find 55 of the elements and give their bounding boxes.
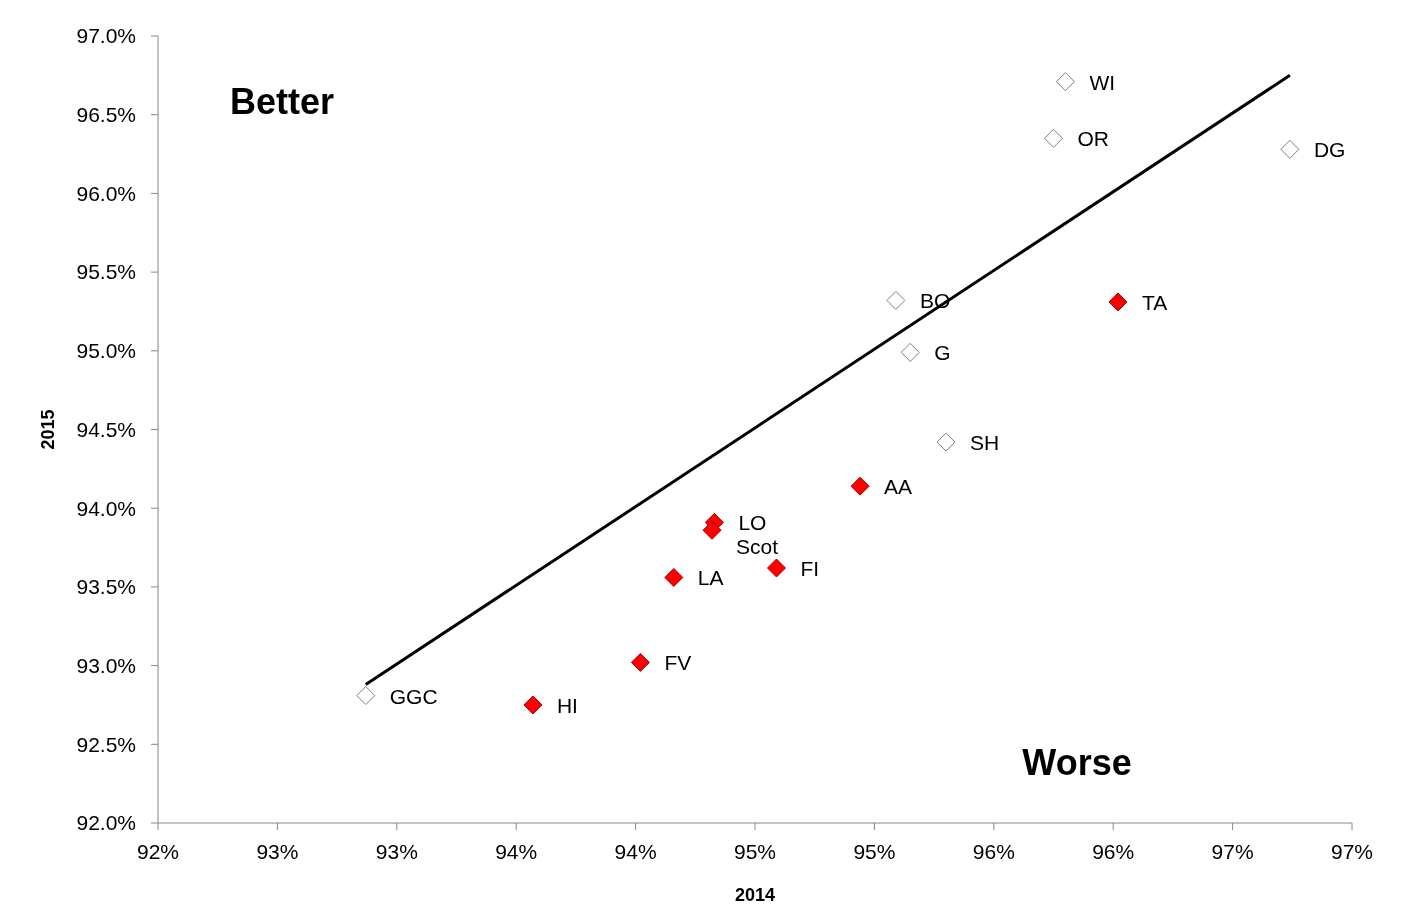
annotation: DG [1313, 138, 1346, 162]
point [1055, 72, 1075, 92]
annotation: OR [1077, 127, 1109, 151]
point [850, 476, 870, 496]
annotation: AA [884, 475, 913, 499]
y-tick-label: 97.0% [76, 24, 136, 48]
point [702, 520, 722, 540]
y-tick-label: 94.5% [76, 417, 136, 441]
x-tick-label: 95% [733, 840, 777, 863]
annotation: GGC [389, 684, 438, 708]
y-tick-label: 92.5% [76, 732, 136, 756]
annotation: FI [800, 557, 820, 581]
point [1044, 128, 1063, 148]
annotation: SH [970, 431, 1000, 455]
x-tick-label: 97% [1330, 840, 1374, 863]
annotation: HI [556, 693, 578, 717]
x-tick-label: 92% [136, 840, 180, 863]
x-tick-label: 94% [614, 840, 657, 863]
point [356, 686, 376, 706]
point [1280, 139, 1300, 159]
x-tick-label: 93% [375, 840, 418, 863]
x-tick-label: 96% [972, 840, 1015, 863]
y-tick-label: 95.0% [76, 339, 136, 363]
y-tick-label: 96.5% [76, 103, 136, 127]
annotation: TA [1141, 291, 1168, 315]
x-tick-label: 94% [495, 840, 538, 863]
annotation: LA [697, 566, 724, 590]
x-tick-label: 93% [256, 840, 299, 863]
annotation: Worse [1022, 742, 1132, 783]
point [664, 567, 684, 587]
point [766, 558, 786, 578]
x-tick-label: 96% [1092, 840, 1135, 863]
annotation: FV [664, 651, 692, 675]
point [630, 652, 650, 672]
y-tick-label: 95.5% [76, 260, 136, 284]
point [523, 695, 543, 715]
point [1108, 292, 1128, 312]
x-tick-label: 95% [853, 840, 896, 863]
y-tick-label: 96.0% [76, 181, 136, 205]
y-axis-title: 2015 [38, 409, 58, 450]
x-tick-label: 97% [1211, 840, 1254, 863]
annotation: BO [919, 289, 951, 313]
annotation: Scot [736, 535, 779, 559]
y-tick-label: 93.5% [76, 575, 136, 599]
annotation: Better [230, 81, 335, 122]
y-tick-label: 92.0% [76, 811, 136, 835]
point [900, 342, 920, 362]
annotation: G [934, 341, 951, 365]
y-tick-label: 94.0% [76, 496, 136, 520]
annotation: LO [738, 511, 767, 535]
x-axis-title: 2014 [734, 885, 776, 905]
point [936, 432, 956, 452]
point [886, 290, 906, 310]
annotation: WI [1089, 70, 1116, 94]
y-tick-label: 93.0% [76, 653, 136, 677]
